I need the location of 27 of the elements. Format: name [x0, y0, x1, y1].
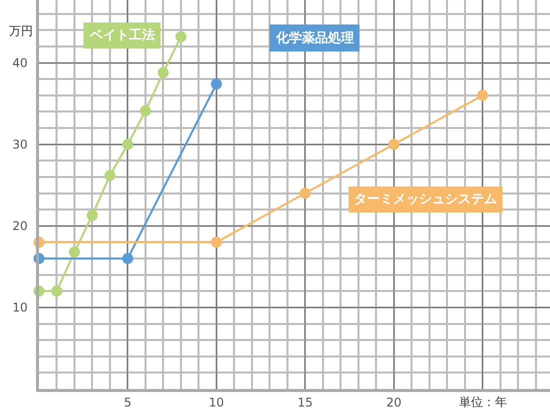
- point: [122, 253, 134, 264]
- x-axis-title: 単位：年: [459, 395, 507, 409]
- text: 化学薬品処理: [275, 30, 354, 46]
- series-label: ベイト工法: [89, 28, 155, 43]
- point: [68, 246, 80, 258]
- point: [158, 67, 169, 78]
- point: [51, 286, 62, 297]
- x-tick-label: 10: [208, 395, 224, 410]
- point: [175, 31, 186, 42]
- point: [388, 138, 400, 150]
- y-tick-label: 20: [12, 219, 28, 234]
- series-label: ターミメッシュシステム: [354, 192, 497, 207]
- y-tick-label: 40: [12, 56, 28, 70]
- y-axis-title: 万円: [9, 24, 33, 38]
- point: [86, 210, 98, 221]
- x-tick-label: 15: [298, 395, 313, 410]
- point: [300, 188, 311, 199]
- y-tick-label: 10: [12, 300, 28, 315]
- x-tick-label: 20: [386, 395, 402, 410]
- point: [140, 105, 151, 116]
- point: [122, 138, 134, 150]
- point: [210, 78, 222, 90]
- point: [477, 90, 488, 101]
- x-tick-label: 5: [124, 395, 132, 410]
- y-tick-label: 30: [12, 138, 28, 152]
- point: [210, 236, 222, 248]
- point: [104, 170, 116, 181]
